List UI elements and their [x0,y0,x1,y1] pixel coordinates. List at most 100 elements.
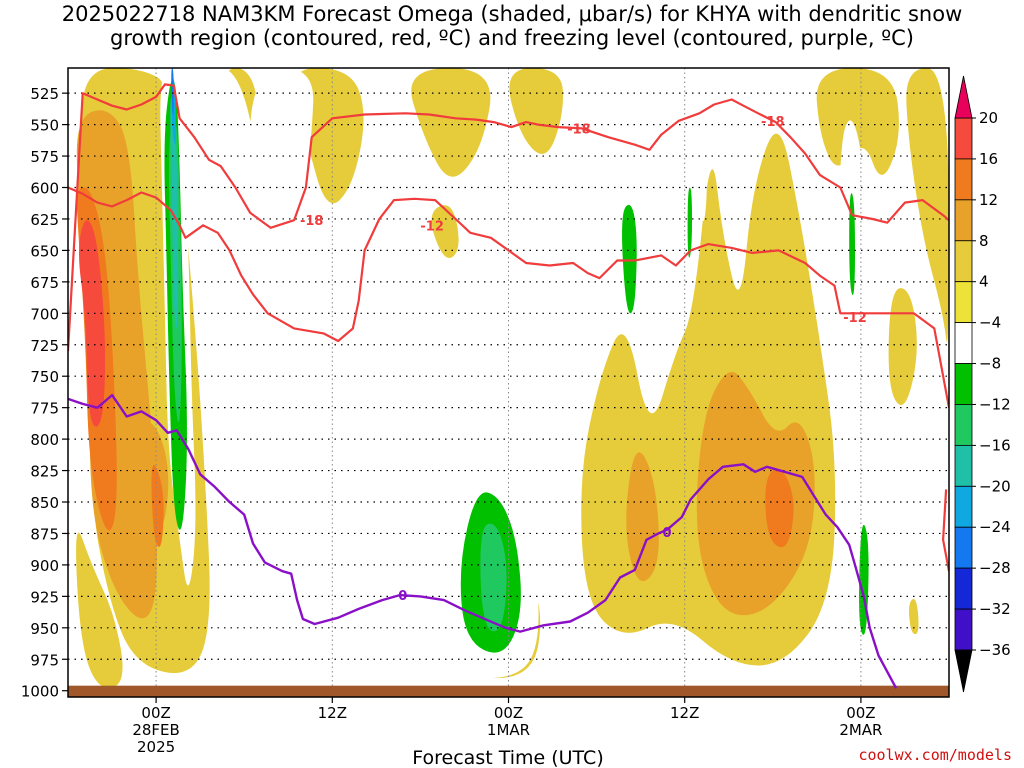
omega-patch-positive [888,288,917,405]
y-tick-label: 750 [30,368,59,386]
omega-patch-negative [170,97,179,329]
colorbar-label: −4 [979,314,1001,332]
y-tick-label: 525 [30,85,59,103]
colorbar-label: −8 [979,355,1001,373]
contour-label: -18 [567,122,591,137]
colorbar-label: 20 [979,109,998,127]
omega-patch-negative [622,204,637,314]
colorbar-label: −32 [979,600,1011,618]
y-tick-label: 950 [30,620,59,638]
colorbar-swatch [954,526,973,569]
omega-patch-negative [838,120,878,648]
colorbar-swatch [954,240,973,283]
chart-title-line2: growth region (contoured, red, ºC) and f… [110,26,914,50]
omega-patch-positive [431,205,459,258]
omega-patch-positive [696,372,815,616]
colorbar-swatch [954,199,973,242]
y-tick-label: 725 [30,337,59,355]
omega-patch-negative [201,237,222,418]
y-tick-label: 625 [30,211,59,229]
contour-label: -12 [843,311,867,326]
y-tick-label: 550 [30,117,59,135]
x-tick-label: 2MAR [839,721,882,739]
y-tick-label: 925 [30,588,59,606]
x-tick-label: 00Z [494,704,523,722]
colorbar-swatch [954,444,973,487]
y-tick-label: 700 [30,305,59,323]
colorbar-swatch [954,567,973,610]
contour-label: -18 [761,115,785,130]
y-tick-label: 850 [30,494,59,512]
contour-label: 0 [398,589,407,604]
colorbar-label: 12 [979,191,998,209]
omega-patch-negative [248,68,314,329]
omega-patch-negative [171,68,174,116]
omega-patch-negative [343,363,360,467]
omega-patch-negative [871,414,883,522]
colorbar-swatch [954,322,973,364]
omega-patch-negative [218,428,240,610]
contour-label: -12 [420,219,444,234]
y-tick-label: 600 [30,180,59,198]
terrain [68,685,949,697]
colorbar-label: −24 [979,518,1011,536]
omega-patch-positive [909,599,919,635]
colorbar-swatch [954,158,973,201]
x-tick-label: 1MAR [487,721,530,739]
grid [68,68,949,697]
y-tick-label: 675 [30,274,59,292]
dgz-contour-line [68,83,949,352]
omega-patch-positive [79,220,106,427]
colorbar-label: −28 [979,559,1011,577]
colorbar-label: −36 [979,641,1011,659]
y-tick-label: 825 [30,463,59,481]
dgz-contour-line [68,186,949,408]
y-axis: 525 550 575 600 625 650 675 700 725 750 775 800 825 8… [21,85,68,701]
omega-patch-positive [765,469,794,548]
omega-patch-negative [849,193,855,296]
colorbar-swatch [954,485,973,528]
colorbar-swatch [954,363,973,405]
omega-patch-positive [626,452,659,582]
x-tick-label: 28FEB [132,721,179,739]
y-tick-label: 900 [30,557,59,575]
plot-area: -18 -12 -18 -18 -12 0 0 [68,68,949,697]
dgz-contour-line [942,489,949,572]
omega-patch-negative [199,68,269,484]
omega-patch-negative [313,338,329,496]
terrain-band [68,685,949,697]
y-tick-label: 650 [30,242,59,260]
y-tick-label: 775 [30,400,59,418]
omega-patch-positive [76,532,123,688]
colorbar-swatch [954,608,973,651]
omega-patch-negative [292,482,300,548]
omega-patch-negative [687,187,692,258]
omega-patch-negative [480,523,507,632]
contour-labels: -18 -12 -18 -18 -12 0 0 [300,115,867,604]
colorbar-label: −12 [979,395,1011,413]
y-tick-label: 1000 [21,683,59,701]
x-tick-label: 2025 [137,738,175,756]
contour-label: -18 [300,214,324,229]
y-tick-label: 975 [30,651,59,669]
colorbar-swatch [954,404,973,446]
credit-text: coolwx.com/models [858,746,1012,764]
colorbar-bottom-arrow [954,649,973,693]
x-tick-label: 12Z [670,704,699,722]
omega-patch-positive [816,68,899,175]
colorbar-label: 8 [979,232,989,250]
omega-patch-positive [411,68,491,177]
y-tick-label: 575 [30,148,59,166]
colorbar-swatch [954,117,973,160]
colorbar-label: −20 [979,477,1011,495]
colorbar-label: 4 [979,273,989,291]
colorbar-label: −16 [979,436,1011,454]
contour-label: 0 [663,526,672,541]
y-tick-label: 875 [30,525,59,543]
omega-patch-positive [151,464,164,548]
freezing-level-line [68,393,898,689]
x-tick-label: 00Z [141,704,170,722]
colorbar-label: 16 [979,150,998,168]
